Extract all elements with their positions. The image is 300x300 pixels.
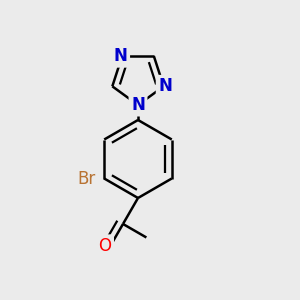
Text: N: N (131, 96, 145, 114)
Text: N: N (158, 77, 172, 95)
Text: N: N (114, 47, 128, 65)
Text: O: O (98, 237, 112, 255)
Text: Br: Br (77, 169, 95, 188)
